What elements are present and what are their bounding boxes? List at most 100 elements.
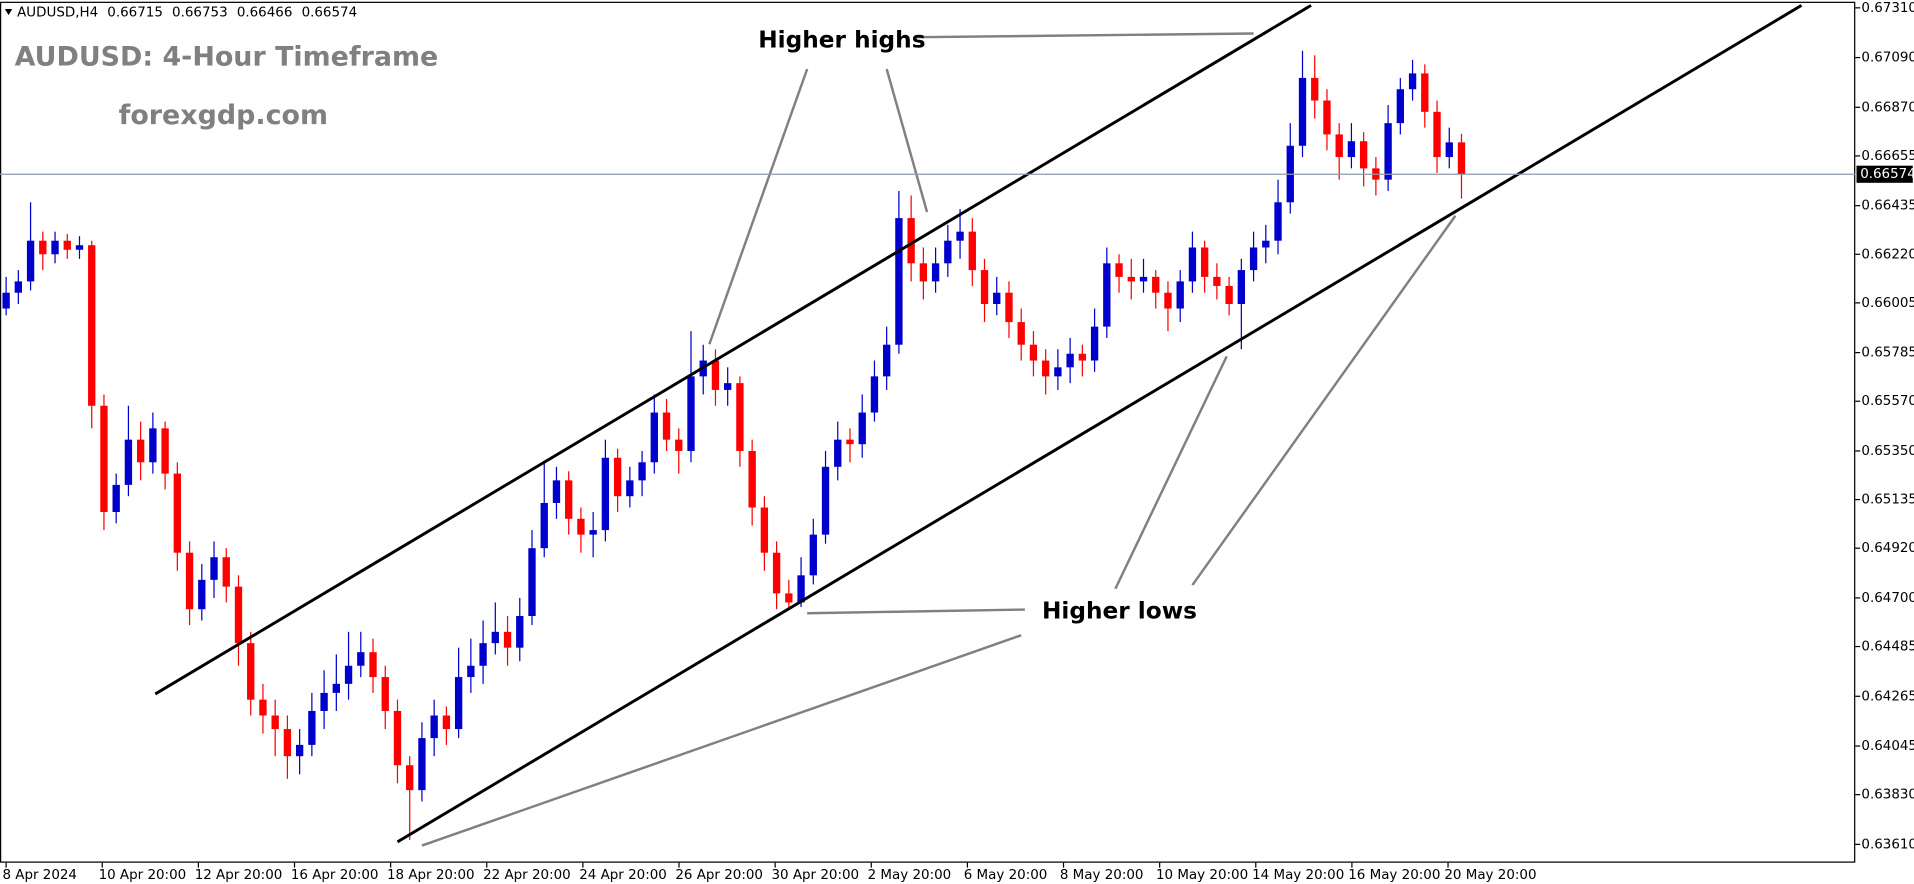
candle-body [1249,247,1258,271]
pointers [421,32,1457,847]
candle-body [993,292,1001,305]
symbol: AUDUSD,H4 [17,6,98,21]
candle-body [1005,292,1013,323]
y-tick-label: 0.67310 [1861,1,1914,16]
candle-body [357,652,365,666]
candle-body [344,665,353,684]
candle-body [1396,89,1405,124]
candle-body [785,593,793,603]
candle-body [552,480,561,503]
candle-body [846,439,854,445]
x-tick-label: 12 Apr 20:00 [195,868,283,883]
candle-body [1311,77,1319,101]
candle-body [1213,276,1221,286]
candle-body [1090,326,1099,361]
x-tick-label: 10 May 20:00 [1156,868,1248,883]
candle-body [613,457,622,497]
candle-body [222,557,230,587]
candle-body [711,360,720,390]
candle-body [919,263,928,282]
candle-body [442,715,451,730]
y-tick-label: 0.64700 [1861,591,1914,606]
y-tick-label: 0.66655 [1861,149,1914,164]
y-tick-label: 0.65785 [1861,346,1914,361]
candle-body [430,715,438,739]
candle-body [772,552,781,594]
candle-body [1176,281,1184,309]
candle-body [1408,73,1417,90]
candle-body [259,699,267,716]
candle-body [1323,100,1331,135]
candle-body [247,643,255,700]
candle-body [124,439,133,485]
candle-body [173,473,182,553]
candle-body [381,677,389,711]
candle-body [454,677,463,730]
y-tick-label: 0.67090 [1861,51,1914,66]
candle-body [626,480,634,497]
candle-body [1384,123,1392,180]
y-tick-label: 0.66005 [1861,296,1914,311]
candle-body [161,428,169,474]
y-tick-label: 0.63610 [1861,837,1914,852]
low-value: 0.66466 [237,6,293,21]
candle-body [503,631,512,648]
candle-body [883,344,891,377]
candle-body [100,405,108,513]
chart-subtitle: forexgdp.com [119,100,328,131]
candle-body [1139,276,1148,282]
y-tick-label: 0.64045 [1861,739,1914,754]
candle-body [1017,322,1025,345]
candle-body [75,245,84,250]
candle-body [760,507,769,553]
candle-body [834,439,842,467]
candle-body [393,710,402,766]
y-tick-label: 0.65350 [1861,444,1914,459]
candle-body [39,240,47,255]
candle-body [589,530,597,535]
y-tick-label: 0.65570 [1861,394,1914,409]
candles [2,50,1466,840]
x-tick-label: 20 May 20:00 [1444,868,1536,883]
candle-body [540,502,548,549]
candle-body [907,218,915,264]
y-tick-label: 0.64920 [1861,541,1914,556]
candle-body [1262,240,1270,248]
x-tick-label: 2 May 20:00 [868,868,952,883]
candle-body [1066,353,1074,368]
candle-body [418,738,426,791]
candle-body [14,281,23,293]
candle-body [1029,344,1038,361]
candle-body [185,552,194,610]
candle-body [271,715,279,730]
x-tick-label: 14 May 20:00 [1252,868,1344,883]
candle-body [748,450,756,508]
candle-body [1347,141,1356,158]
candle-body [88,245,96,406]
candle-body [1445,142,1453,158]
pointer-line [917,32,1254,39]
candle-body [577,518,585,535]
x-tick-label: 26 Apr 20:00 [675,868,763,883]
close-value: 0.66574 [302,6,358,21]
candle-body [516,616,524,648]
menu-arrow[interactable] [4,9,13,16]
candle-body [210,557,218,580]
x-tick-label: 6 May 20:00 [964,868,1048,883]
candle-body [895,218,903,345]
candle-body [601,457,610,531]
y-tick-label: 0.66435 [1861,199,1914,214]
candle-body [2,292,10,309]
y-tick-label: 0.66870 [1861,100,1914,115]
candle-body [51,240,59,255]
candle-body [687,376,695,451]
x-tick-label: 10 Apr 20:00 [99,868,187,883]
candle-body [650,412,658,463]
candle-body [112,484,120,513]
y-tick-label: 0.63830 [1861,788,1914,803]
y-tick-label: 0.65135 [1861,493,1914,508]
